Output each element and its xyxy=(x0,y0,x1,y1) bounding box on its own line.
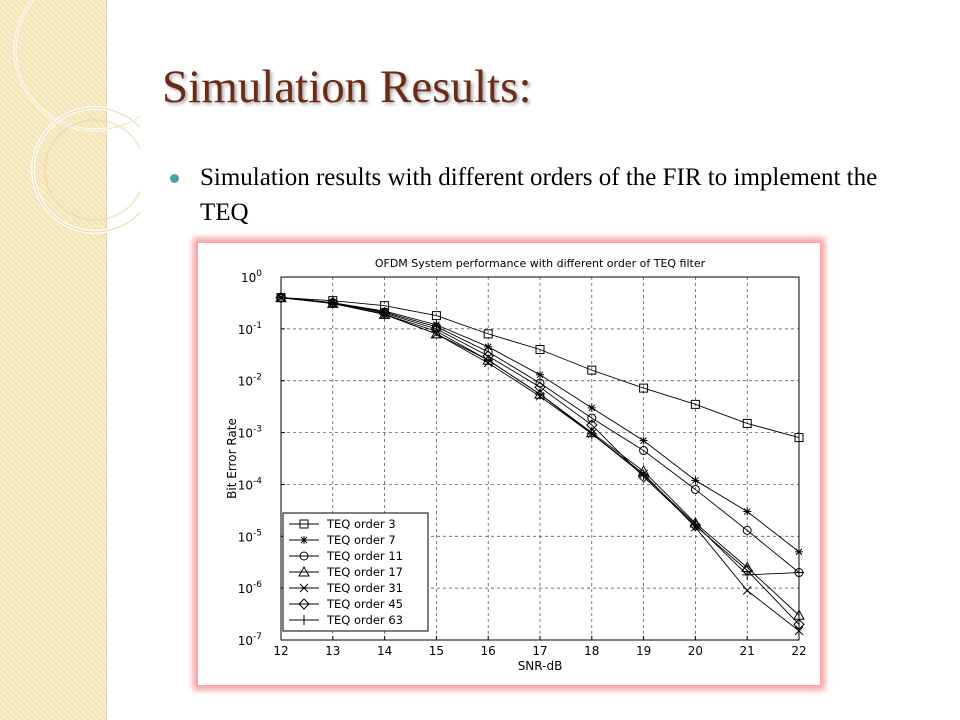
data-point-s1 xyxy=(587,365,597,375)
data-point-s3 xyxy=(639,446,649,456)
x-tick-label: 20 xyxy=(688,644,703,658)
x-tick-label: 15 xyxy=(429,644,444,658)
data-point-s1 xyxy=(794,433,804,443)
data-point-s3 xyxy=(690,484,700,494)
data-point-s7 xyxy=(794,567,804,578)
legend-label: TEQ order 63 xyxy=(326,613,403,627)
data-point-s2 xyxy=(536,370,544,379)
data-point-s1 xyxy=(639,383,649,393)
x-tick-label: 17 xyxy=(532,644,547,658)
x-tick-label: 12 xyxy=(273,644,288,658)
data-point-s3 xyxy=(587,413,597,423)
data-point-s2 xyxy=(484,342,493,351)
data-point-s7 xyxy=(327,298,338,309)
legend-marker xyxy=(300,536,308,544)
decorative-rings xyxy=(13,0,140,234)
x-tick-label: 16 xyxy=(481,644,496,658)
data-point-s1 xyxy=(742,418,752,428)
x-tick-label: 18 xyxy=(584,644,599,658)
data-point-s1 xyxy=(431,311,441,321)
series-line-1 xyxy=(280,297,800,439)
chart-title: OFDM System performance with different o… xyxy=(375,257,706,270)
data-point-s2 xyxy=(795,547,803,556)
x-tick-label: 19 xyxy=(636,644,651,658)
legend-label: TEQ order 11 xyxy=(326,549,403,563)
legend-label: TEQ order 3 xyxy=(326,517,396,531)
legend-label: TEQ order 45 xyxy=(326,597,403,611)
data-point-s7 xyxy=(690,519,701,530)
y-tick-label: 10-1 xyxy=(238,321,262,337)
x-tick-label: 21 xyxy=(740,644,755,658)
data-point-s7 xyxy=(586,428,597,439)
data-point-s7 xyxy=(535,389,545,400)
data-point-s1 xyxy=(690,399,700,409)
data-point-s2 xyxy=(639,436,648,445)
legend-marker xyxy=(298,598,310,610)
data-point-s1 xyxy=(535,344,545,354)
x-tick-label: 13 xyxy=(325,644,340,658)
data-point-s7 xyxy=(483,355,494,366)
legend-marker xyxy=(299,551,309,561)
y-tick-label: 10-4 xyxy=(238,476,263,492)
legend-label: TEQ order 31 xyxy=(326,581,403,595)
y-tick-label: 10-7 xyxy=(238,632,262,648)
data-point-s5 xyxy=(794,626,804,636)
y-tick-label: 100 xyxy=(241,269,262,285)
data-point-s7 xyxy=(638,470,649,481)
data-point-s7 xyxy=(379,309,390,320)
data-point-s3 xyxy=(742,525,752,535)
legend-marker xyxy=(299,615,309,625)
data-point-s7 xyxy=(742,569,753,580)
x-tick-label: 22 xyxy=(791,644,806,658)
data-point-s7 xyxy=(276,292,286,303)
y-tick-label: 10-5 xyxy=(238,528,262,544)
y-tick-label: 10-3 xyxy=(238,425,262,441)
data-point-s1 xyxy=(483,329,493,339)
data-point-s6 xyxy=(793,618,805,631)
legend-label: TEQ order 7 xyxy=(326,533,396,547)
y-tick-label: 10-2 xyxy=(238,373,262,389)
legend-label: TEQ order 17 xyxy=(326,565,403,579)
data-point-s2 xyxy=(432,320,441,329)
data-point-s7 xyxy=(431,326,442,337)
slide-title: Simulation Results: xyxy=(162,61,532,113)
y-tick-label: 10-6 xyxy=(238,580,263,596)
legend-marker xyxy=(298,565,310,577)
bullet-text: Simulation results with different orders… xyxy=(200,164,878,226)
data-point-s2 xyxy=(587,403,596,412)
x-axis-label: SNR-dB xyxy=(518,659,563,673)
legend-marker xyxy=(299,583,309,593)
series-line-3 xyxy=(280,297,800,573)
x-tick-label: 14 xyxy=(377,644,392,658)
legend-marker xyxy=(299,519,309,529)
bullet-marker xyxy=(170,174,179,183)
data-point-s2 xyxy=(691,476,700,485)
data-point-s5 xyxy=(742,586,752,595)
y-axis-label: Bit Error Rate xyxy=(225,418,239,499)
figure-frame: OFDM System performance with different o… xyxy=(198,243,820,685)
ber-chart: OFDM System performance with different o… xyxy=(225,257,807,673)
data-point-s2 xyxy=(743,507,752,516)
